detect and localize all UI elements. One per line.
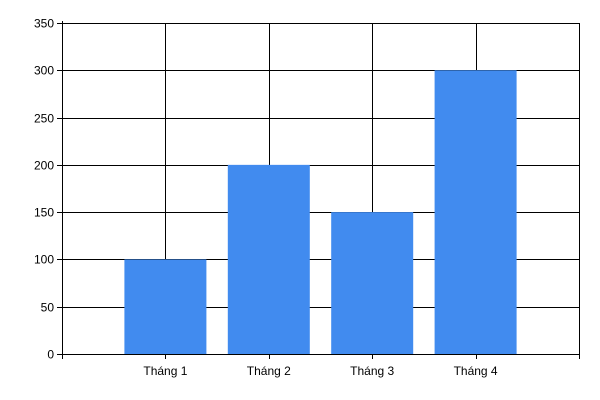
y-tick-label: 350 <box>34 17 54 31</box>
x-tick-label: Tháng 1 <box>143 364 187 378</box>
axes <box>57 21 580 359</box>
bar <box>434 70 517 355</box>
x-tick-label: Tháng 4 <box>454 364 498 378</box>
bar <box>227 164 310 354</box>
bar <box>331 212 414 354</box>
y-tick-label: 200 <box>34 159 54 173</box>
tick-labels: 0 50 100 150 200 250 300 350 Tháng 1 Tháng 2 Tháng… <box>34 17 498 379</box>
y-tick-label: 250 <box>34 112 54 126</box>
bar <box>124 259 207 354</box>
bars <box>124 70 517 355</box>
y-tick-label: 50 <box>41 301 55 315</box>
y-tick-label: 300 <box>34 64 54 78</box>
x-tick-label: Tháng 3 <box>350 364 394 378</box>
y-tick-label: 100 <box>34 253 54 267</box>
y-tick-label: 150 <box>34 206 54 220</box>
x-tick-label: Tháng 2 <box>247 364 291 378</box>
y-tick-label: 0 <box>47 348 54 362</box>
